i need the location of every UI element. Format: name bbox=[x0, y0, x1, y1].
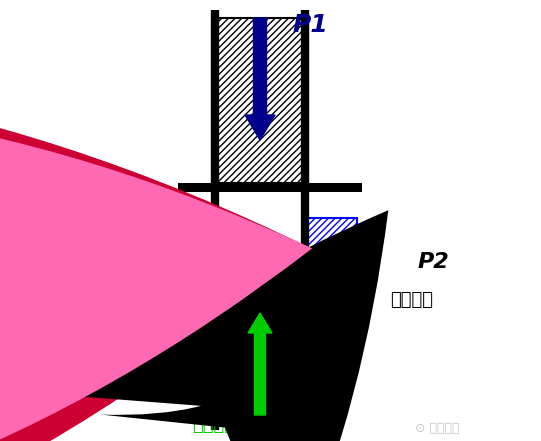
Bar bbox=[178, 183, 362, 192]
FancyArrow shape bbox=[245, 18, 275, 140]
Bar bbox=[175, 300, 362, 313]
Text: P3: P3 bbox=[172, 342, 204, 362]
Text: 弹簧压力: 弹簧压力 bbox=[192, 416, 235, 434]
Text: 回气压力: 回气压力 bbox=[390, 291, 433, 309]
Bar bbox=[212, 18, 308, 183]
FancyArrow shape bbox=[248, 313, 272, 415]
FancyArrowPatch shape bbox=[0, 115, 312, 441]
FancyArrowPatch shape bbox=[0, 89, 315, 441]
Polygon shape bbox=[213, 243, 307, 302]
Text: 热气入口: 热气入口 bbox=[50, 200, 97, 219]
FancyArrowPatch shape bbox=[76, 210, 388, 441]
Text: ⊙ 制冷百科: ⊙ 制冷百科 bbox=[415, 422, 459, 435]
Text: P2: P2 bbox=[418, 252, 450, 272]
Text: P1: P1 bbox=[292, 13, 328, 37]
Bar bbox=[163, 218, 215, 260]
Bar bbox=[212, 313, 308, 418]
Bar bbox=[305, 218, 357, 260]
